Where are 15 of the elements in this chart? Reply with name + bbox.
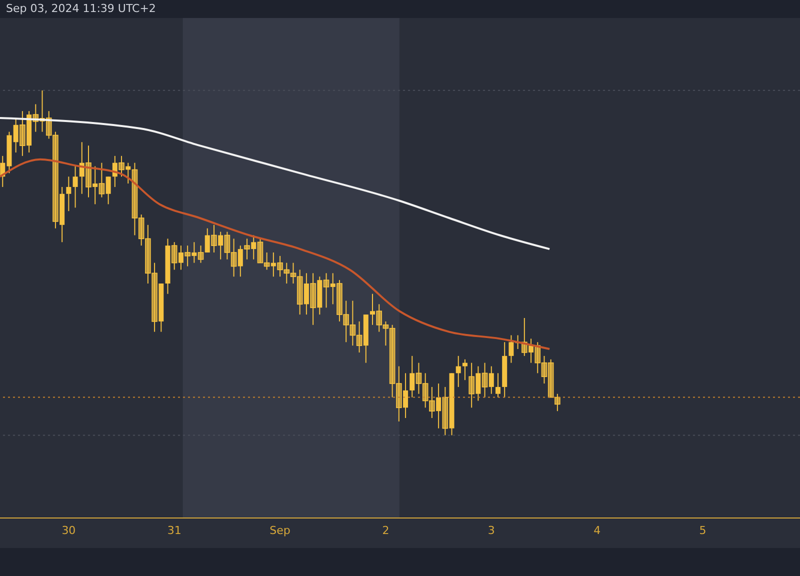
x-tick-label: Sep [270,524,290,537]
candlestick [554,393,560,412]
candlestick [72,166,78,208]
candlestick [462,358,468,381]
x-tick-label: 31 [167,524,182,537]
candlestick [508,334,514,364]
x-tick-label: 4 [594,524,601,537]
x-tick-label: 3 [488,524,495,537]
text: Sep 03, 2024 11:39 UTC+2 [6,2,156,15]
x-tick-label: 30 [62,524,76,537]
x-tick-label: 5 [699,524,706,537]
x-tick-label: 2 [382,524,390,537]
candlestick [495,372,500,398]
candlestick [66,176,72,212]
candlestick [456,355,461,388]
